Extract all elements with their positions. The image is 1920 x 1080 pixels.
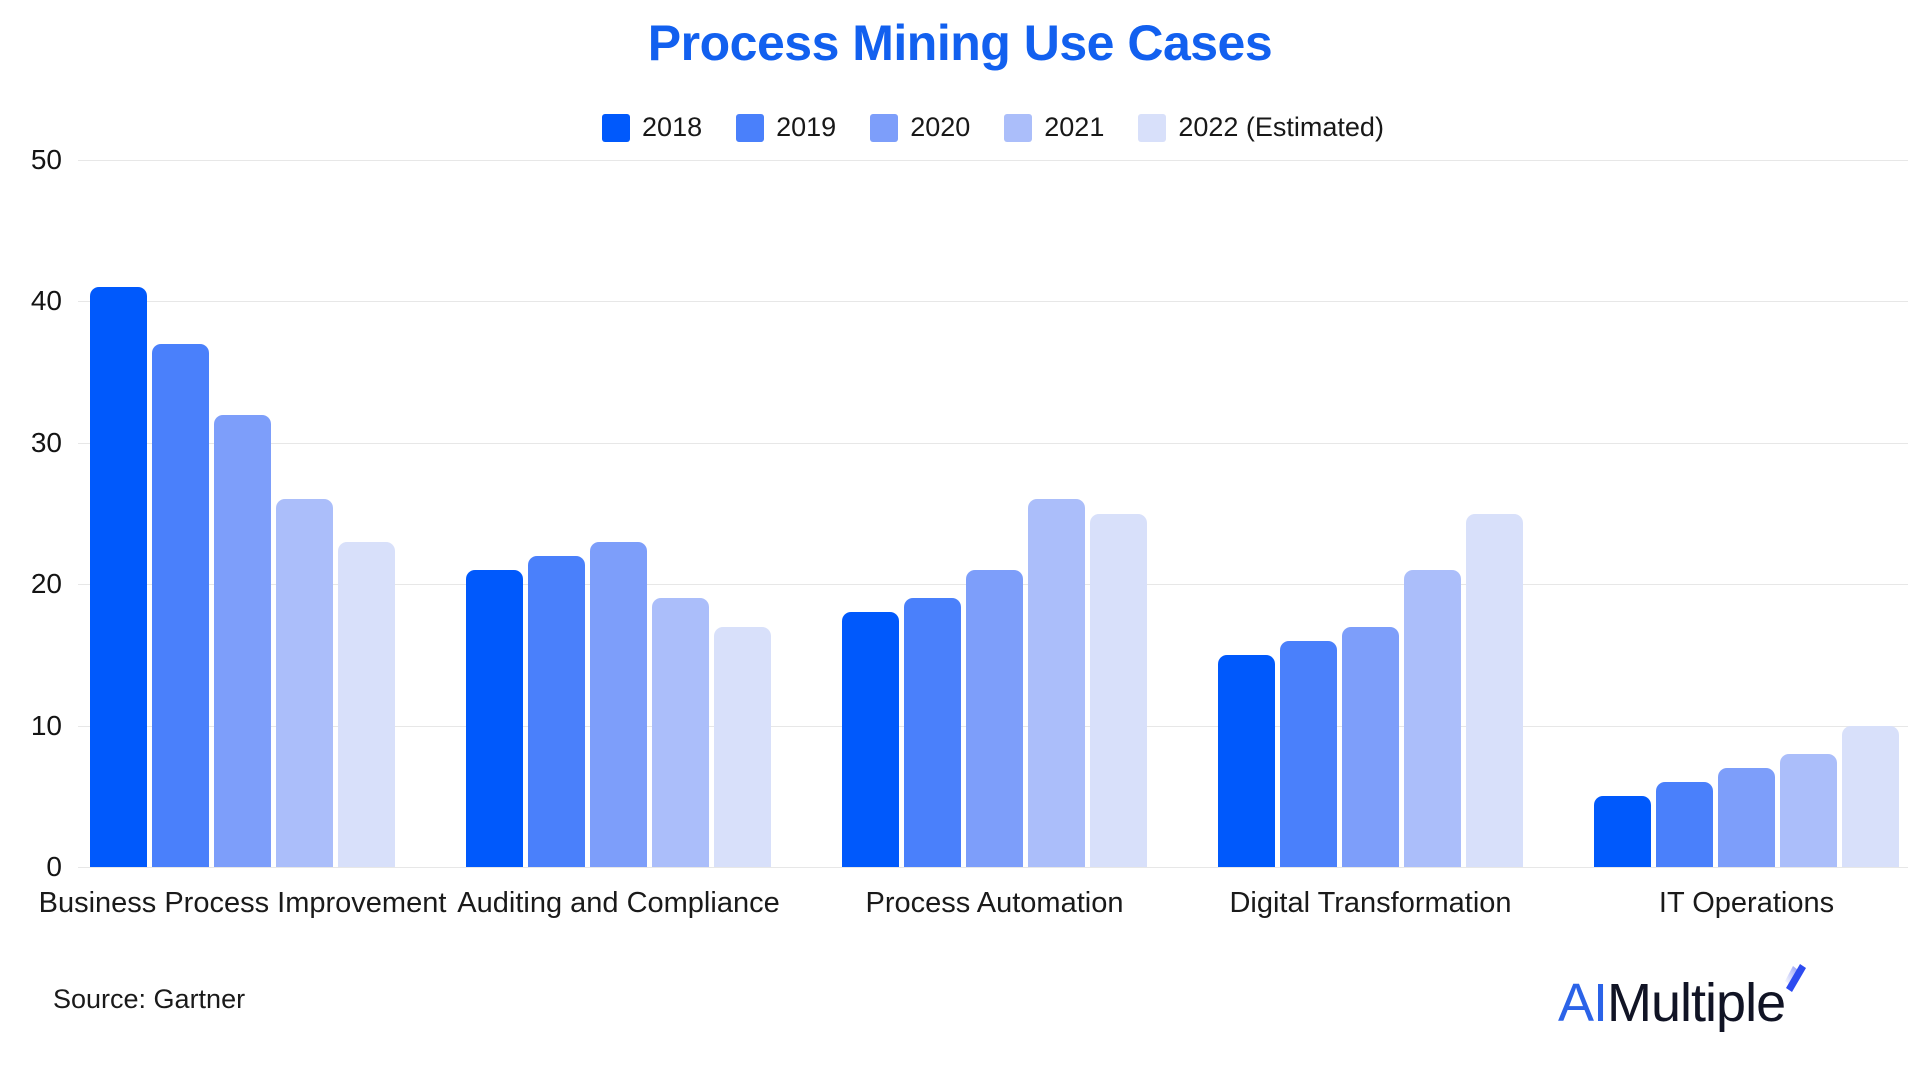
y-axis-tick-30: 30 bbox=[30, 426, 62, 458]
bar-2020-value-32 bbox=[214, 414, 271, 867]
bar-2018-value-5 bbox=[1594, 796, 1651, 867]
x-axis-label: IT Operations bbox=[1658, 887, 1835, 919]
bar-2019-value-37 bbox=[152, 343, 209, 867]
logo-text-multiple: Multiple bbox=[1607, 973, 1786, 1033]
gridline-50 bbox=[78, 160, 1908, 161]
bar-2018-value-21 bbox=[466, 570, 523, 867]
legend-item-2022-estimated-[interactable]: 2022 (Estimated) bbox=[1138, 112, 1384, 143]
x-axis-label: Process Automation bbox=[865, 887, 1124, 919]
legend-label: 2020 bbox=[910, 112, 971, 142]
bar-2021-value-8 bbox=[1780, 753, 1837, 867]
bar-group-business-process-improvement bbox=[90, 287, 395, 867]
bar-2022-value-23 bbox=[338, 541, 395, 867]
bar-2018-value-15 bbox=[1218, 654, 1275, 867]
legend-label: 2018 bbox=[642, 112, 703, 142]
aimultiple-logo: AIMultiple bbox=[1558, 964, 1807, 1034]
legend-swatch-icon bbox=[736, 113, 765, 142]
legend-item-2021[interactable]: 2021 bbox=[1004, 112, 1104, 143]
chart-title: Process Mining Use Cases bbox=[647, 15, 1273, 71]
gridline-40 bbox=[78, 301, 1908, 303]
bar-group-digital-transformation bbox=[1218, 513, 1523, 867]
legend-item-2019[interactable]: 2019 bbox=[736, 112, 836, 143]
bar-2022-value-17 bbox=[714, 626, 771, 867]
gridline-0 bbox=[78, 867, 1908, 868]
bar-2022-value-25 bbox=[1466, 513, 1523, 867]
gridline-30 bbox=[78, 442, 1908, 444]
legend: 2018 2019 2020 2021 2022 (Estimated) bbox=[78, 112, 1908, 143]
bar-group-auditing-and-compliance bbox=[466, 541, 771, 867]
bar-2021-value-26 bbox=[1028, 499, 1085, 867]
y-axis-tick-40: 40 bbox=[30, 285, 62, 317]
legend-swatch-icon bbox=[870, 113, 899, 142]
y-axis-tick-0: 0 bbox=[46, 851, 62, 882]
bar-2019-value-6 bbox=[1656, 782, 1713, 867]
legend-swatch-icon bbox=[1004, 113, 1033, 142]
bar-2022-value-10 bbox=[1842, 725, 1899, 867]
bar-group-it-operations bbox=[1594, 725, 1899, 867]
bar-2021-value-21 bbox=[1404, 570, 1461, 867]
bar-2018-value-18 bbox=[842, 612, 899, 867]
legend-swatch-icon bbox=[1138, 113, 1167, 142]
logo-text-ai: AI bbox=[1558, 973, 1608, 1033]
bar-2022-value-25 bbox=[1090, 513, 1147, 867]
y-axis-tick-20: 20 bbox=[30, 568, 62, 600]
bar-2020-value-23 bbox=[590, 541, 647, 867]
source-note: Source: Gartner bbox=[53, 984, 246, 1014]
legend-label: 2022 (Estimated) bbox=[1178, 112, 1384, 142]
legend-swatch-icon bbox=[602, 113, 631, 142]
bar-group-process-automation bbox=[842, 499, 1147, 867]
bar-2020-value-21 bbox=[966, 570, 1023, 867]
legend-item-2018[interactable]: 2018 bbox=[602, 112, 702, 143]
bar-2019-value-16 bbox=[1280, 640, 1337, 867]
y-axis-tick-50: 50 bbox=[30, 144, 62, 175]
legend-label: 2019 bbox=[776, 112, 837, 142]
x-axis-label: Digital Transformation bbox=[1229, 887, 1512, 919]
bar-2021-value-19 bbox=[652, 598, 709, 867]
bar-2018-value-41 bbox=[90, 287, 147, 867]
plot-area: 0 10 20 30 40 50 Business Process Improvement A… bbox=[31, 144, 1908, 919]
x-axis-label: Business Process Improvement bbox=[38, 887, 447, 919]
bar-2021-value-26 bbox=[276, 499, 333, 867]
bar-2019-value-19 bbox=[904, 598, 961, 867]
legend-item-2020[interactable]: 2020 bbox=[870, 112, 970, 143]
legend-label: 2021 bbox=[1044, 112, 1105, 142]
x-axis-label: Auditing and Compliance bbox=[457, 887, 780, 919]
logo-bolt-icon bbox=[1785, 964, 1807, 992]
bar-2020-value-17 bbox=[1342, 626, 1399, 867]
bar-2020-value-7 bbox=[1718, 768, 1775, 867]
bar-2019-value-22 bbox=[528, 555, 585, 867]
y-axis-tick-10: 10 bbox=[30, 709, 62, 741]
